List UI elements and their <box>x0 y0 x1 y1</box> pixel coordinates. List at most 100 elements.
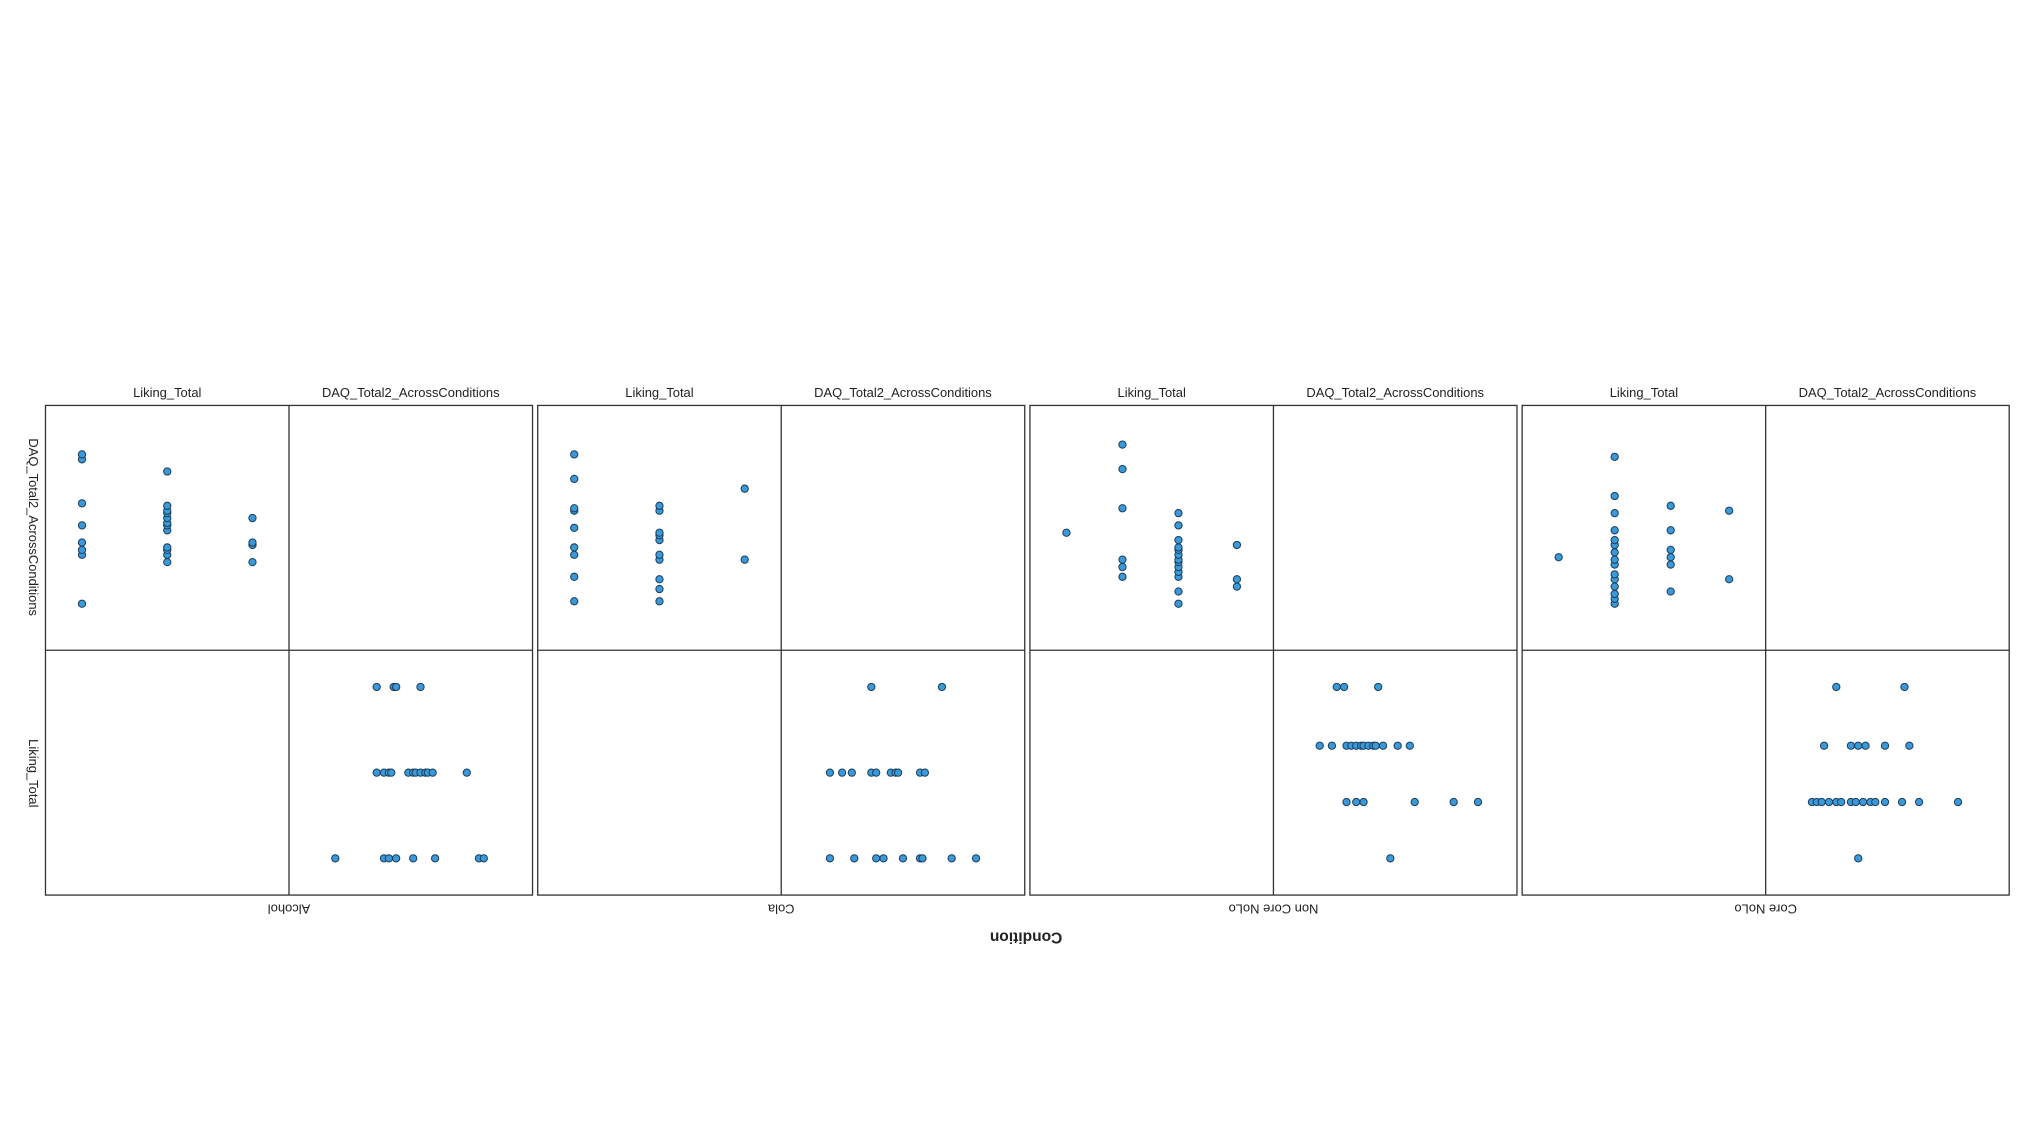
point <box>416 682 425 692</box>
point <box>570 474 579 484</box>
point <box>1824 797 1834 807</box>
point <box>1232 540 1242 550</box>
point <box>163 501 172 510</box>
point <box>428 768 437 777</box>
point <box>1610 526 1619 535</box>
point <box>1610 548 1619 557</box>
point <box>77 521 87 530</box>
point <box>1393 741 1402 750</box>
point <box>893 768 903 777</box>
point <box>1332 682 1341 692</box>
point <box>898 854 908 863</box>
point <box>655 575 664 584</box>
point <box>1118 572 1127 581</box>
point <box>1666 526 1675 535</box>
point <box>372 768 381 777</box>
point <box>248 557 257 567</box>
point <box>825 768 835 777</box>
point <box>1610 582 1619 591</box>
point <box>1819 741 1829 750</box>
point <box>392 682 401 692</box>
point <box>248 538 257 547</box>
point <box>937 682 947 692</box>
point <box>740 555 749 564</box>
point <box>570 597 579 606</box>
point <box>77 538 87 547</box>
point <box>1118 440 1127 449</box>
point <box>1371 741 1380 750</box>
point <box>570 504 579 513</box>
row-label: Liking_Total <box>26 739 41 807</box>
point <box>1610 535 1619 545</box>
point <box>1666 545 1675 555</box>
point <box>1666 501 1675 510</box>
point <box>825 854 835 863</box>
point <box>570 450 579 459</box>
point <box>1837 797 1846 807</box>
point <box>77 599 87 608</box>
point <box>740 484 749 493</box>
point <box>1905 741 1914 750</box>
point <box>918 854 927 863</box>
point <box>850 854 859 863</box>
point <box>1118 555 1127 564</box>
point <box>837 768 847 777</box>
point <box>1378 741 1388 750</box>
point <box>1118 464 1127 474</box>
point <box>1374 682 1383 692</box>
point <box>1174 587 1183 596</box>
point <box>462 768 471 777</box>
point <box>1410 797 1419 807</box>
point <box>1610 555 1619 564</box>
point <box>479 854 488 863</box>
point <box>971 854 981 863</box>
point <box>1386 854 1395 863</box>
point <box>77 545 87 555</box>
point <box>655 528 664 537</box>
point <box>1854 741 1863 750</box>
point <box>1610 452 1619 461</box>
point <box>1118 504 1127 513</box>
point <box>1914 797 1924 807</box>
point <box>1725 575 1734 584</box>
point <box>1610 589 1619 599</box>
column-label: Liking_Total <box>133 385 201 400</box>
column-label: DAQ_Total2_AcrossConditions <box>814 385 992 400</box>
point <box>1846 741 1856 750</box>
point <box>372 682 381 692</box>
point <box>655 501 664 510</box>
point <box>1359 797 1368 807</box>
point <box>1352 797 1361 807</box>
point <box>1900 682 1909 692</box>
point <box>655 584 664 594</box>
column-label: DAQ_Total2_AcrossConditions <box>1799 385 1977 400</box>
point <box>1327 741 1337 750</box>
point <box>430 854 440 863</box>
point <box>1861 741 1870 750</box>
point <box>872 854 881 863</box>
point <box>163 557 172 567</box>
point <box>1880 797 1890 807</box>
column-label: DAQ_Total2_AcrossConditions <box>322 385 500 400</box>
row-label: DAQ_Total2_AcrossConditions <box>26 438 41 616</box>
point <box>1118 562 1127 572</box>
point <box>1315 741 1324 750</box>
column-label: Liking_Total <box>1118 385 1186 400</box>
point <box>163 543 172 552</box>
point <box>847 768 856 777</box>
point <box>1449 797 1458 807</box>
point <box>1062 528 1071 537</box>
condition-label: Cola <box>767 902 794 917</box>
point <box>1858 797 1868 807</box>
point <box>77 450 87 459</box>
point <box>570 543 579 552</box>
point <box>1473 797 1483 807</box>
condition-label: Core NoLo <box>1734 902 1797 917</box>
point <box>409 854 418 863</box>
point <box>387 768 396 777</box>
point <box>1880 741 1890 750</box>
column-label: DAQ_Total2_AcrossConditions <box>1306 385 1484 400</box>
point <box>1174 535 1183 545</box>
x-axis-title: Condition <box>990 928 1062 945</box>
